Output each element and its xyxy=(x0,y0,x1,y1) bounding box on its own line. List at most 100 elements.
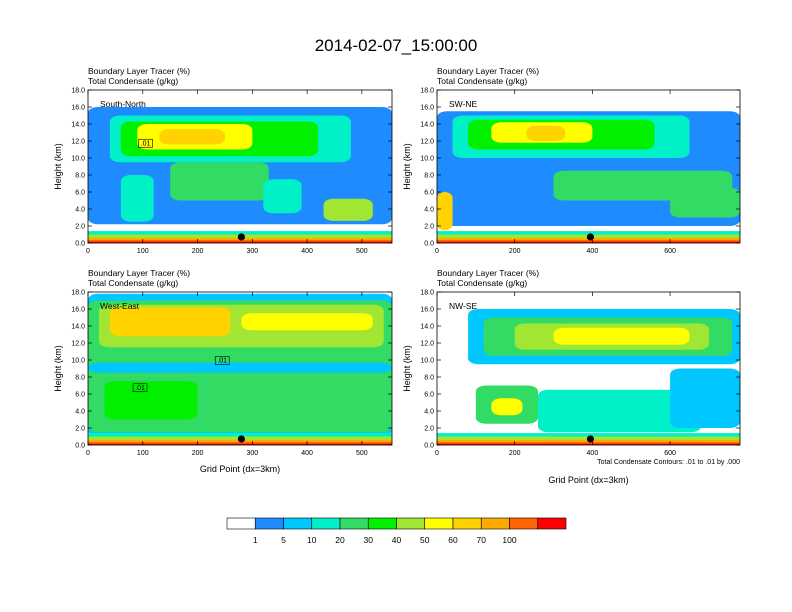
location-marker xyxy=(237,233,245,241)
y-tick-label: 2.0 xyxy=(75,224,85,231)
boundary-layer-band xyxy=(437,442,740,445)
y-tick-label: 0.0 xyxy=(75,443,85,450)
panels: Boundary Layer Tracer (%)Total Condensat… xyxy=(53,66,741,485)
boundary-layer-band xyxy=(437,240,740,243)
y-tick-label: 2.0 xyxy=(424,224,434,231)
tracer-region xyxy=(670,187,740,218)
contour-footnote: Total Condensate Contours: .01 to .01 by… xyxy=(597,459,740,466)
tracer-region xyxy=(159,129,225,145)
tracer-region xyxy=(538,389,702,433)
colorbar-swatch xyxy=(537,517,567,530)
y-axis-label: Height (km) xyxy=(53,345,63,392)
y-tick-label: 4.0 xyxy=(75,409,85,416)
x-tick-label: 400 xyxy=(587,450,599,457)
colorbar-swatch xyxy=(367,517,397,530)
y-tick-label: 6.0 xyxy=(75,190,85,197)
y-tick-label: 16.0 xyxy=(420,307,434,314)
colorbar-swatch xyxy=(396,517,426,530)
contour-label-box xyxy=(132,383,148,393)
section-label: West-East xyxy=(100,301,140,311)
x-tick-label: 600 xyxy=(664,450,676,457)
y-tick-label: 4.0 xyxy=(424,409,434,416)
tracer-region xyxy=(88,362,392,373)
panel-var2-label: Total Condensate (g/kg) xyxy=(437,278,527,288)
y-axis-label: Height (km) xyxy=(402,143,412,190)
y-tick-label: 18.0 xyxy=(71,88,85,95)
tracer-region xyxy=(670,368,740,428)
panel-var2-label: Total Condensate (g/kg) xyxy=(437,76,527,86)
panel-var1-label: Boundary Layer Tracer (%) xyxy=(437,268,539,278)
boundary-layer-band xyxy=(88,241,392,243)
colorbar-label: 70 xyxy=(477,535,487,545)
y-tick-label: 14.0 xyxy=(420,324,434,331)
tracer-region xyxy=(104,381,198,420)
colorbar-label: 30 xyxy=(364,535,374,545)
x-tick-label: 400 xyxy=(587,248,599,255)
x-tick-label: 600 xyxy=(664,248,676,255)
panel-var2-label: Total Condensate (g/kg) xyxy=(88,278,178,288)
y-tick-label: 6.0 xyxy=(424,190,434,197)
tracer-region xyxy=(170,162,269,201)
tracer-region xyxy=(197,385,362,411)
tracer-region xyxy=(553,327,690,345)
panel-var1-label: Boundary Layer Tracer (%) xyxy=(88,66,190,76)
section-label: NW-SE xyxy=(449,301,478,311)
tracer-region xyxy=(120,175,154,222)
y-tick-label: 0.0 xyxy=(424,443,434,450)
location-marker xyxy=(586,233,595,241)
panel-var2-label: Total Condensate (g/kg) xyxy=(88,76,178,86)
tracer-field xyxy=(437,111,740,243)
x-tick-label: 200 xyxy=(192,450,204,457)
panel-nw-se: Boundary Layer Tracer (%)Total Condensat… xyxy=(402,268,741,485)
x-tick-label: 0 xyxy=(86,248,90,255)
colorbar-swatch xyxy=(452,517,482,530)
y-tick-label: 6.0 xyxy=(424,392,434,399)
plot-frame xyxy=(87,291,393,446)
y-tick-label: 14.0 xyxy=(420,122,434,129)
colorbar-label: 20 xyxy=(335,535,345,545)
contour-label: .01 xyxy=(217,358,227,365)
x-axis-label: Grid Point (dx=3km) xyxy=(548,475,628,485)
section-label: SW-NE xyxy=(449,99,478,109)
y-tick-label: 8.0 xyxy=(424,173,434,180)
tracer-region xyxy=(109,307,231,337)
y-tick-label: 18.0 xyxy=(420,88,434,95)
y-tick-label: 8.0 xyxy=(75,173,85,180)
boundary-layer-band xyxy=(88,443,392,445)
y-tick-label: 0.0 xyxy=(424,241,434,248)
location-marker xyxy=(586,435,595,443)
y-tick-label: 16.0 xyxy=(71,307,85,314)
colorbar-swatch xyxy=(254,517,284,530)
colorbar-label: 50 xyxy=(420,535,430,545)
colorbar-label: 60 xyxy=(448,535,458,545)
y-tick-label: 10.0 xyxy=(420,358,434,365)
colorbar: 1 5 10 20 30 40 50 60 70 100 xyxy=(226,517,567,545)
y-tick-label: 0.0 xyxy=(75,241,85,248)
y-tick-label: 18.0 xyxy=(71,290,85,297)
y-axis-label: Height (km) xyxy=(53,143,63,190)
y-tick-label: 4.0 xyxy=(424,207,434,214)
x-tick-label: 300 xyxy=(246,450,258,457)
y-tick-label: 10.0 xyxy=(71,156,85,163)
plot-frame xyxy=(436,89,741,244)
y-tick-label: 16.0 xyxy=(420,105,434,112)
chart-title: 2014-02-07_15:00:00 xyxy=(315,36,478,55)
location-marker xyxy=(237,435,245,443)
y-tick-label: 2.0 xyxy=(424,426,434,433)
colorbar-label: 100 xyxy=(502,535,516,545)
y-tick-label: 12.0 xyxy=(71,341,85,348)
colorbar-swatch xyxy=(311,517,341,530)
y-tick-label: 14.0 xyxy=(71,324,85,331)
x-tick-label: 400 xyxy=(301,450,313,457)
tracer-region xyxy=(323,198,373,221)
x-tick-label: 200 xyxy=(192,248,204,255)
x-tick-label: 0 xyxy=(435,450,439,457)
tracer-region xyxy=(491,398,523,416)
x-tick-label: 200 xyxy=(509,248,521,255)
boundary-layer-band xyxy=(437,443,740,445)
x-tick-label: 200 xyxy=(509,450,521,457)
colorbar-swatch xyxy=(424,517,454,530)
y-tick-label: 4.0 xyxy=(75,207,85,214)
contour-label-box xyxy=(138,138,153,148)
colorbar-label: 40 xyxy=(392,535,402,545)
